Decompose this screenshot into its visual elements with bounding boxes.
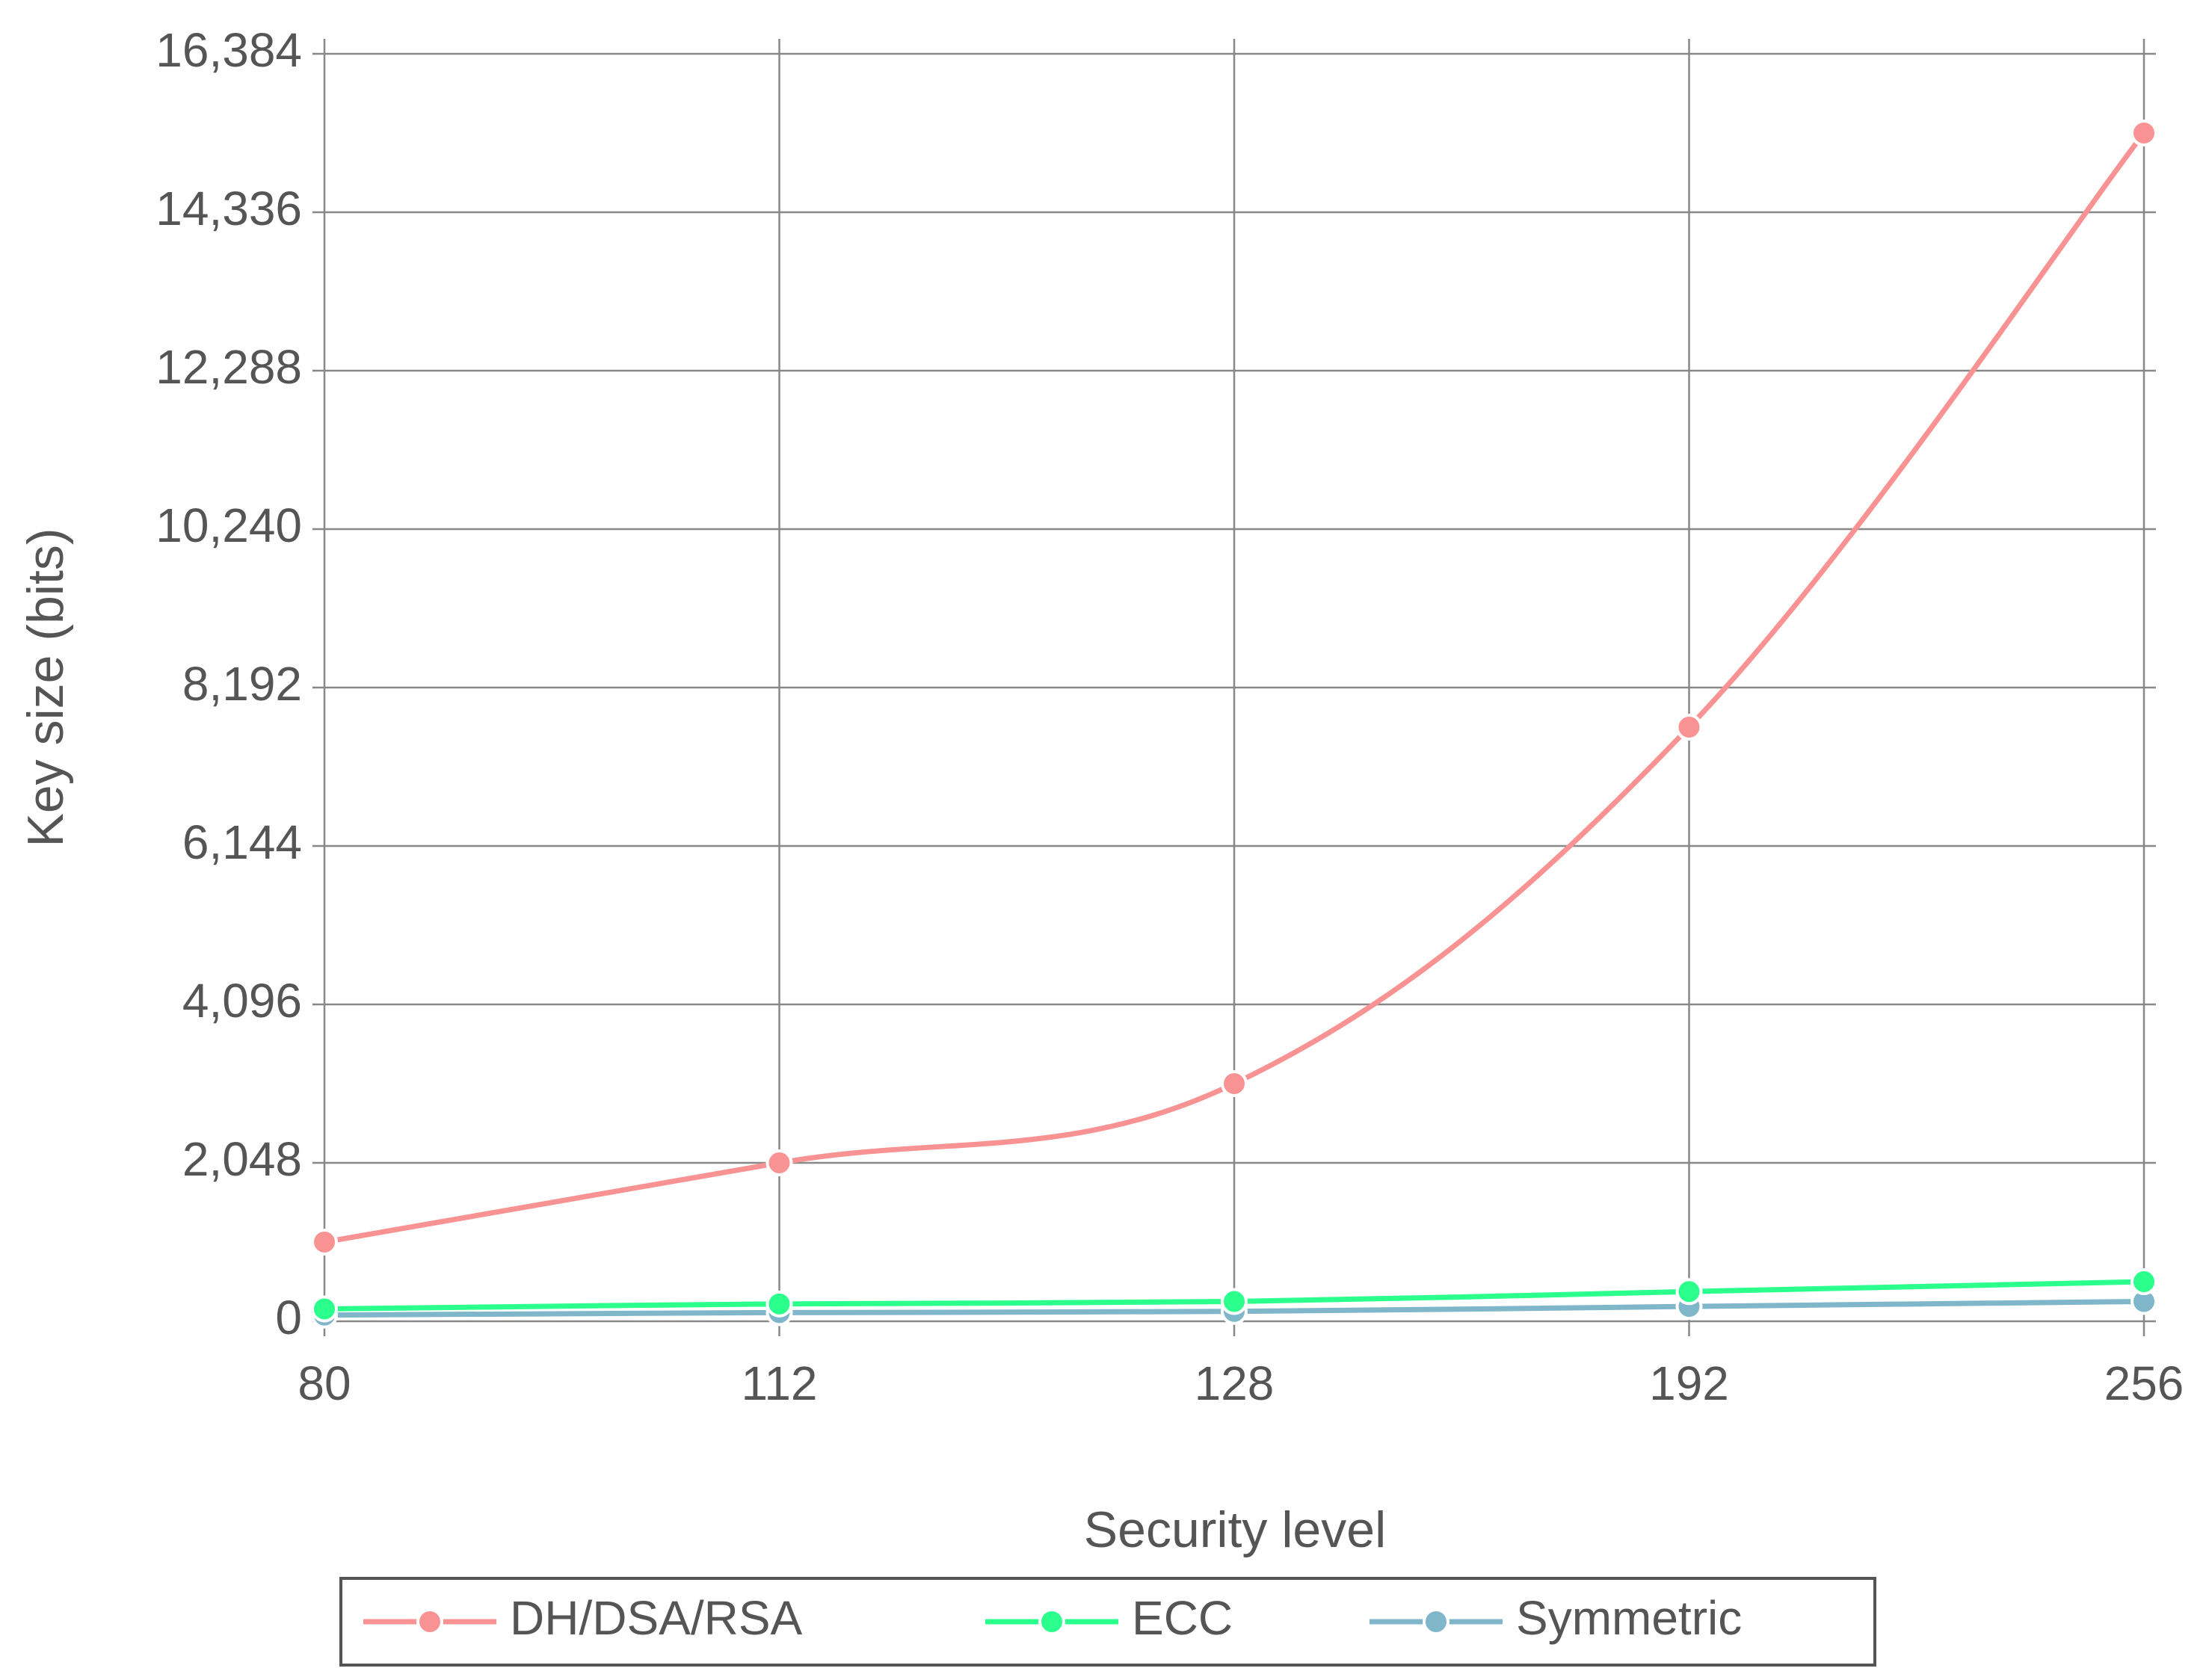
- y-tick-label: 8,192: [182, 657, 302, 711]
- y-tick-label: 16,384: [155, 23, 302, 77]
- x-tick-label: 192: [1649, 1356, 1729, 1410]
- legend: DH/DSA/RSA ECC Symmetric: [339, 1577, 1876, 1667]
- legend-swatch-marker: [416, 1608, 443, 1635]
- legend-label: DH/DSA/RSA: [510, 1591, 803, 1645]
- data-point-ecc: [2131, 1268, 2157, 1295]
- data-point-dh-dsa-rsa: [1675, 714, 1703, 741]
- data-point-ecc: [1675, 1278, 1703, 1306]
- legend-swatch-marker: [1038, 1608, 1065, 1635]
- y-tick-label: 4,096: [182, 974, 302, 1028]
- y-tick-label: 12,288: [155, 340, 302, 394]
- legend-label: ECC: [1132, 1591, 1233, 1645]
- series-group: [311, 120, 2157, 1329]
- x-tick-label: 112: [741, 1356, 817, 1410]
- legend-item-dh-dsa-rsa: DH/DSA/RSA: [363, 1591, 803, 1645]
- series-line-dh-dsa-rsa: [321, 130, 2147, 1245]
- data-point-dh-dsa-rsa: [311, 1229, 338, 1256]
- y-axis-ticks: 0 2,048 4,096 6,144 8,192 10,240 12,288 14,336 1…: [155, 23, 302, 1344]
- data-point-dh-dsa-rsa: [765, 1149, 793, 1176]
- data-point-ecc: [1221, 1288, 1248, 1315]
- data-point-dh-dsa-rsa: [1221, 1070, 1248, 1097]
- series-dh-dsa-rsa: [311, 120, 2157, 1256]
- y-axis-title: Key size (bits): [17, 528, 74, 847]
- y-tick-label: 14,336: [155, 182, 302, 235]
- data-point-ecc: [765, 1290, 793, 1318]
- legend-swatch-marker: [1423, 1608, 1449, 1635]
- data-point-dh-dsa-rsa: [2131, 120, 2157, 146]
- x-axis-title: Security level: [1084, 1501, 1386, 1558]
- y-tick-label: 6,144: [182, 815, 302, 869]
- y-tick-label: 10,240: [155, 498, 302, 552]
- legend-label: Symmetric: [1516, 1591, 1742, 1645]
- grid: [312, 39, 2156, 1336]
- x-tick-label: 80: [298, 1356, 351, 1410]
- data-point-ecc: [311, 1295, 338, 1323]
- series-ecc: [311, 1268, 2157, 1323]
- y-tick-label: 0: [275, 1291, 302, 1344]
- legend-item-ecc: ECC: [985, 1591, 1233, 1645]
- x-tick-label: 256: [2104, 1356, 2184, 1410]
- y-tick-label: 2,048: [182, 1132, 302, 1186]
- x-tick-label: 128: [1195, 1356, 1275, 1410]
- x-axis-ticks: 80 112 128 192 256: [298, 1356, 2184, 1410]
- legend-item-symmetric: Symmetric: [1370, 1591, 1742, 1645]
